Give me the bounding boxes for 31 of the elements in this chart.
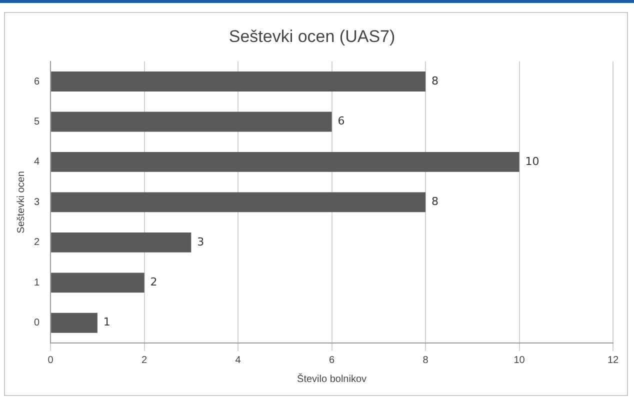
bar [51, 272, 144, 293]
bar [51, 312, 98, 333]
data-label: 1 [103, 316, 110, 329]
x-tick-label: 2 [142, 354, 148, 366]
data-label: 10 [525, 154, 540, 168]
data-label: 3 [197, 235, 204, 248]
y-tick-label: 2 [34, 237, 40, 248]
y-axis-title: Seštevki ocen [16, 171, 27, 234]
chart-title: Seštevki ocen (UAS7) [228, 26, 396, 46]
data-label: 8 [432, 195, 439, 208]
data-label: 2 [150, 276, 158, 289]
bar [51, 232, 192, 252]
y-tick-label: 4 [34, 156, 40, 168]
x-tick-label: 8 [422, 354, 429, 366]
data-label: 8 [432, 74, 439, 88]
y-tick-label: 1 [34, 277, 40, 288]
y-tick-label: 6 [34, 76, 40, 88]
bar [51, 192, 426, 212]
bar [51, 72, 426, 92]
y-tick-label: 3 [34, 196, 40, 208]
x-axis-title: Število bolnikov [297, 372, 367, 385]
x-tick-label: 4 [235, 354, 242, 366]
x-tick-label: 0 [48, 354, 54, 366]
bar [51, 112, 332, 132]
bar [51, 152, 520, 172]
data-label: 6 [338, 114, 345, 128]
x-tick-label: 6 [329, 354, 335, 366]
y-tick-label: 5 [34, 116, 40, 128]
x-tick-label: 10 [514, 354, 526, 366]
y-tick-label: 0 [34, 318, 40, 329]
x-tick-label: 12 [607, 354, 619, 366]
